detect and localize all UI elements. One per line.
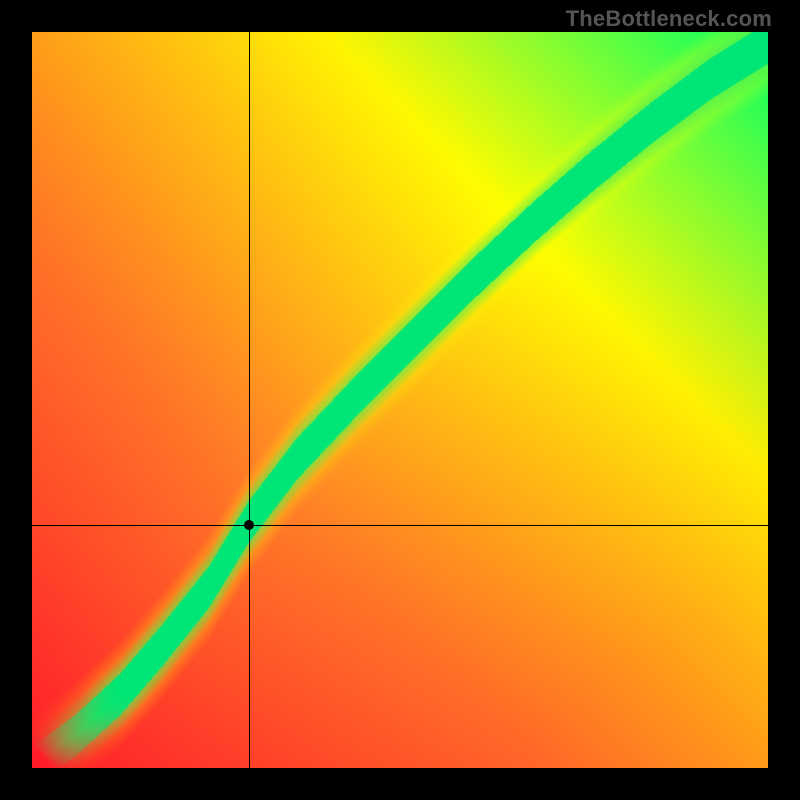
crosshair-horizontal <box>32 525 768 526</box>
chart-container: TheBottleneck.com <box>0 0 800 800</box>
heatmap-plot-area <box>32 32 768 768</box>
crosshair-vertical <box>249 32 250 768</box>
heatmap-canvas <box>32 32 768 768</box>
watermark-text: TheBottleneck.com <box>566 6 772 32</box>
marker-dot <box>244 520 254 530</box>
